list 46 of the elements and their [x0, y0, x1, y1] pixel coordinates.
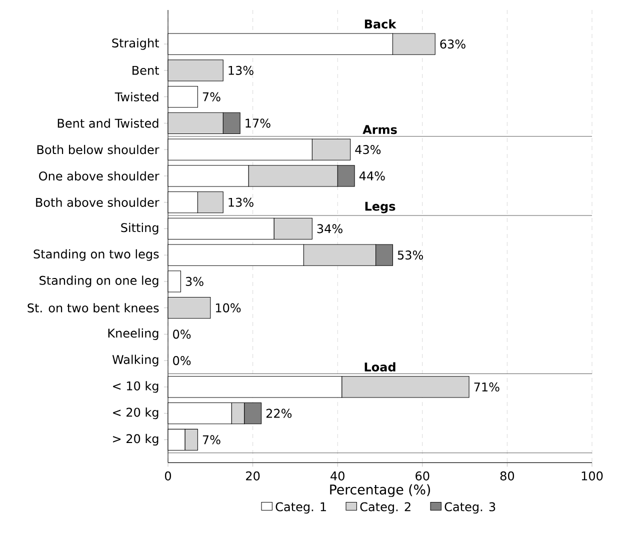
annotation: Back [364, 19, 396, 29]
y-tick-label: Walking [112, 354, 158, 366]
y-tick-label: One above shoulder [39, 171, 160, 181]
y-tick-label: < 20 kg [113, 408, 158, 420]
annotation: Load [364, 362, 396, 372]
y-tick-label: St. on two bent knees [28, 303, 159, 312]
annotation: Legs [365, 202, 396, 214]
y-tick-label: Kneeling [108, 328, 158, 340]
y-tick-label: Bent and Twisted [58, 118, 158, 128]
total-label: 71% [474, 382, 500, 392]
annotation: Arms [362, 125, 397, 134]
total-label: 13% [228, 66, 254, 75]
total-label: 3% [186, 276, 204, 286]
y-tick-label: Standing on one leg [40, 276, 158, 288]
y-tick-label: Straight [112, 38, 160, 50]
total-label: 43% [355, 145, 381, 154]
y-tick-label: Both below shoulder [37, 144, 160, 154]
y-tick-label: > 20 kg [113, 434, 158, 446]
total-label: 22% [266, 408, 292, 418]
total-label: 63% [440, 40, 466, 49]
x-axis-title: Percentage (%) [330, 484, 430, 498]
y-tick-label: Both above shoulder [36, 198, 160, 207]
x-tick-label: 0 [164, 471, 172, 480]
total-label: 7% [202, 435, 220, 444]
y-tick-label: < 10 kg [113, 381, 158, 393]
y-tick-label: Bent [132, 66, 159, 75]
total-label: 44% [359, 171, 385, 180]
legend-label: Categ. 1 [276, 502, 326, 514]
x-tick-label: 100 [582, 471, 603, 480]
total-label: 34% [317, 224, 342, 234]
legend-label: Categ. 3 [444, 502, 496, 514]
y-tick-label: Standing on two legs [34, 249, 159, 261]
total-label: 10% [216, 303, 241, 312]
legend-label: Categ. 2 [360, 502, 410, 514]
total-label: 13% [228, 198, 254, 207]
total-label: 53% [398, 250, 424, 260]
y-tick-label: Sitting [121, 222, 158, 234]
y-tick-label: Twisted [114, 92, 158, 102]
total-label: 7% [202, 92, 220, 102]
x-tick-label: 60 [416, 471, 430, 480]
x-tick-label: 40 [330, 471, 344, 480]
x-tick-label: 80 [500, 471, 514, 480]
total-label: 17% [246, 118, 270, 128]
x-tick-label: 20 [246, 471, 260, 480]
total-label: 0% [173, 330, 191, 339]
total-label: 0% [173, 356, 191, 366]
